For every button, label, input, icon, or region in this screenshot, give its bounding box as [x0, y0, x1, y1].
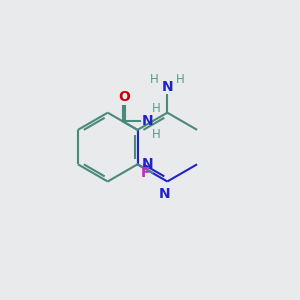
Text: N: N	[141, 157, 153, 171]
Text: H: H	[152, 128, 161, 141]
Text: H: H	[176, 74, 185, 86]
Text: F: F	[140, 166, 150, 180]
Text: N: N	[159, 187, 171, 201]
Text: H: H	[150, 74, 159, 86]
Text: H: H	[152, 102, 161, 115]
Text: N: N	[161, 80, 173, 94]
Text: O: O	[118, 90, 130, 104]
Text: N: N	[142, 114, 153, 128]
